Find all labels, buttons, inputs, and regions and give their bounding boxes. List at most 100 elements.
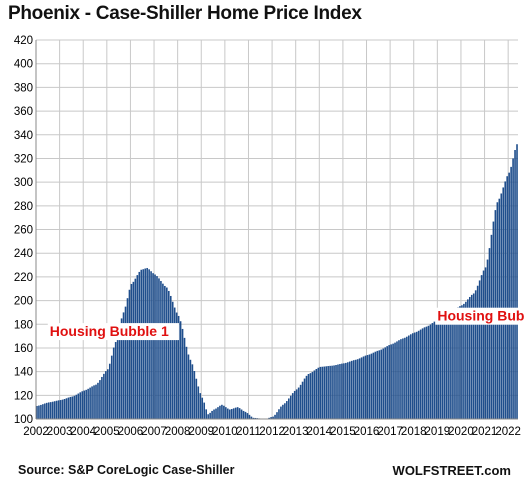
data-bar — [91, 386, 93, 419]
data-bar — [49, 402, 52, 419]
data-bar — [36, 405, 38, 419]
y-tick-label: 340 — [14, 130, 33, 142]
data-bar — [195, 378, 198, 419]
data-bar — [199, 393, 202, 419]
data-bar — [278, 409, 280, 419]
data-bar — [95, 384, 97, 419]
data-bar — [463, 303, 465, 419]
data-bar — [423, 327, 426, 419]
data-bar — [437, 319, 440, 419]
data-bar — [360, 357, 363, 419]
data-bar — [171, 301, 174, 419]
data-bar — [352, 360, 355, 419]
brand-mark: WOLFSTREET.com — [392, 463, 511, 478]
data-bar — [128, 289, 131, 419]
data-bar — [345, 362, 347, 419]
x-tick-label: 2015 — [330, 426, 356, 438]
data-bar — [93, 385, 95, 419]
data-bar — [272, 416, 274, 419]
data-bar — [53, 401, 56, 419]
annotations: Housing Bubble 1 Housing Bubble 2 — [47, 307, 525, 341]
data-bar — [441, 317, 444, 419]
data-bar — [114, 342, 117, 419]
y-tick-label: 200 — [14, 296, 33, 308]
data-bar — [394, 342, 396, 419]
data-bar — [347, 362, 349, 419]
data-bar — [164, 285, 166, 419]
data-bar — [242, 410, 245, 419]
data-bar — [339, 364, 341, 419]
data-bar — [406, 336, 408, 419]
data-bar — [291, 393, 294, 419]
data-bar — [38, 405, 40, 419]
data-bar — [335, 365, 337, 419]
data-bar — [75, 394, 78, 419]
data-bar — [150, 271, 152, 419]
data-bar — [101, 376, 103, 419]
data-bar — [396, 341, 398, 419]
data-bar — [506, 176, 508, 419]
y-tick-label: 140 — [14, 367, 33, 379]
data-bar — [122, 312, 125, 419]
data-bar — [108, 363, 111, 419]
data-bar — [288, 398, 290, 419]
data-bar — [301, 381, 304, 419]
data-bar — [175, 312, 178, 419]
data-bar — [348, 361, 351, 419]
data-bar — [508, 172, 510, 419]
data-bar — [333, 365, 335, 419]
y-tick-label: 220 — [14, 272, 33, 284]
data-bar — [451, 311, 453, 419]
data-bar — [97, 382, 99, 419]
data-bar — [341, 363, 343, 419]
data-bar — [77, 393, 80, 419]
data-bar — [223, 405, 225, 419]
data-bar — [386, 346, 388, 419]
data-bar — [425, 326, 428, 419]
data-bar — [118, 327, 121, 419]
data-bar — [368, 354, 371, 419]
data-bar — [429, 324, 432, 419]
data-bar — [500, 193, 503, 419]
x-tick-label: 2007 — [141, 426, 167, 438]
data-bar — [408, 335, 410, 419]
x-tick-label: 2008 — [165, 426, 191, 438]
data-bar — [232, 408, 235, 419]
data-bar — [219, 405, 221, 419]
data-bar — [439, 318, 442, 419]
y-tick-label: 400 — [14, 59, 33, 71]
data-bar — [107, 369, 109, 419]
data-bar — [142, 269, 145, 419]
data-bar — [136, 275, 139, 419]
data-bar — [160, 281, 162, 419]
data-bar — [124, 306, 127, 419]
y-tick-label: 160 — [14, 343, 33, 355]
data-bar — [67, 397, 70, 419]
data-bar — [482, 270, 485, 419]
annotation-background — [47, 323, 179, 341]
data-bar — [83, 390, 85, 419]
x-tick-label: 2018 — [401, 426, 427, 438]
y-tick-label: 320 — [14, 153, 33, 165]
data-bar — [370, 353, 373, 419]
data-bar — [126, 298, 129, 419]
data-bar — [331, 365, 333, 419]
annotation-background — [435, 307, 525, 325]
data-bar — [79, 392, 82, 419]
data-bar — [140, 269, 143, 419]
data-bar — [470, 294, 473, 419]
data-bar — [89, 387, 91, 419]
data-bar — [105, 371, 107, 419]
data-bar — [205, 409, 207, 419]
data-bar — [234, 407, 237, 419]
data-bar — [504, 181, 507, 419]
data-bar — [116, 336, 119, 419]
data-bar — [236, 407, 239, 419]
data-bar — [179, 321, 182, 419]
data-bar — [132, 281, 135, 419]
data-bar — [315, 368, 318, 419]
data-bar — [276, 412, 278, 419]
data-bar — [488, 248, 491, 419]
data-bar — [173, 307, 176, 419]
data-bar — [468, 296, 471, 419]
